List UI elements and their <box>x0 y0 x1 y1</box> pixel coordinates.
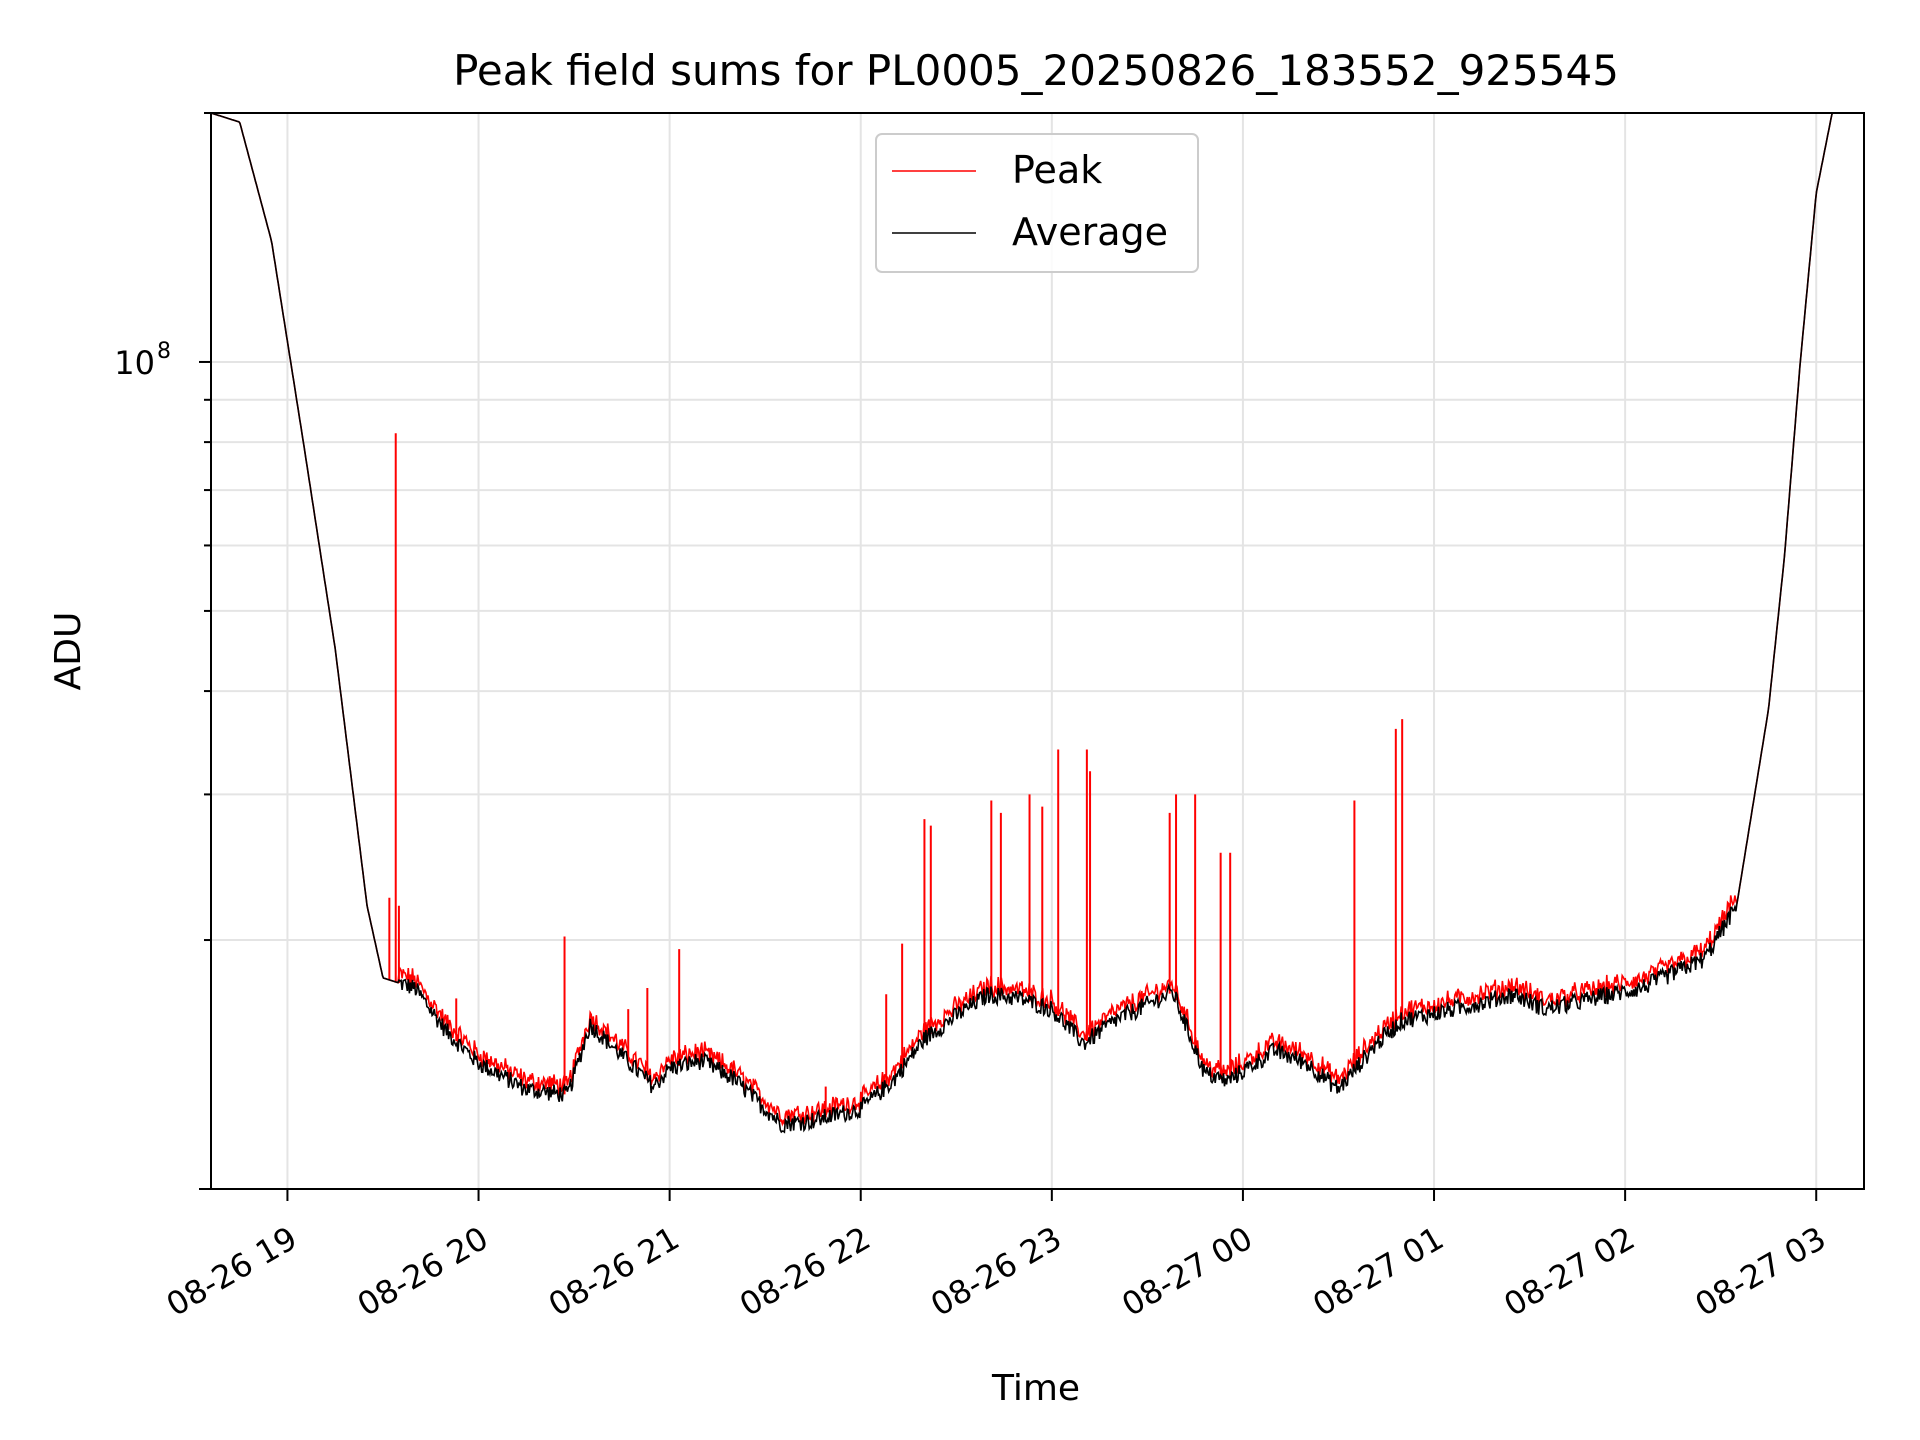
x-tick-label: 08-26 21 <box>542 1219 686 1324</box>
x-axis-label: Time <box>991 1368 1080 1409</box>
plot-frame <box>210 112 1865 1190</box>
legend-peak-label: Peak <box>1012 148 1102 192</box>
y-axis: 10 8 <box>114 112 211 1190</box>
x-tick-label: 08-26 23 <box>924 1219 1068 1324</box>
legend: Peak Average <box>875 133 1199 273</box>
chart-title: Peak field sums for PL0005_20250826_1835… <box>453 46 1619 95</box>
series-average-line <box>211 113 1864 1134</box>
y-tick-label: 10 <box>114 344 155 382</box>
x-tick-label: 08-27 01 <box>1306 1219 1450 1324</box>
legend-average-label: Average <box>1012 210 1168 254</box>
y-tick-label-exponent: 8 <box>157 339 171 364</box>
series-layer <box>211 113 1864 1134</box>
x-tick-label: 08-27 00 <box>1115 1219 1259 1324</box>
legend-box <box>875 133 1199 273</box>
grid <box>211 112 1864 1190</box>
x-tick-label: 08-27 02 <box>1498 1219 1642 1324</box>
series-peak-line <box>211 113 1864 1127</box>
x-tick-label: 08-26 20 <box>351 1219 495 1324</box>
peak-spikes <box>388 433 1404 1118</box>
x-tick-label: 08-26 22 <box>733 1219 877 1324</box>
x-tick-label: 08-26 19 <box>160 1219 304 1324</box>
x-tick-label: 08-27 03 <box>1689 1219 1833 1324</box>
x-axis: 08-26 19 08-26 20 08-26 21 08-26 22 08-26 23… <box>160 1189 1832 1324</box>
y-axis-label: ADU <box>48 612 89 691</box>
